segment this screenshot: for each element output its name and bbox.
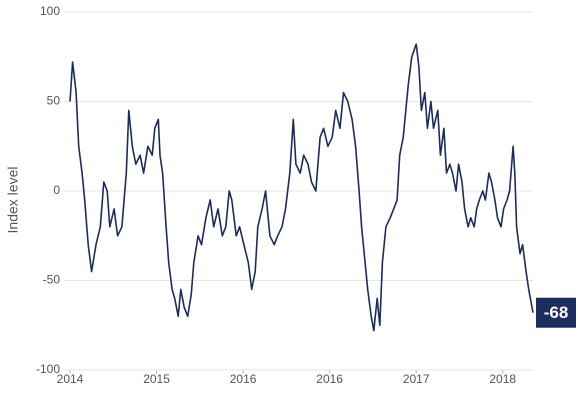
y-tick-label: -50	[43, 273, 61, 287]
y-axis-label: Index level	[5, 167, 21, 234]
line	[69, 43, 534, 332]
y-tick-label: 100	[40, 4, 60, 18]
y-tick-label: 0	[53, 183, 60, 197]
x-tick-label: 2014	[57, 372, 84, 386]
value-label: -68	[544, 303, 569, 322]
x-tick-label: 2015	[143, 372, 170, 386]
x-tick-label: 2018	[489, 372, 516, 386]
x-tick-label: 2016	[230, 372, 257, 386]
y-tick-label: 50	[47, 94, 61, 108]
x-tick-label: 2016	[316, 372, 343, 386]
y-tick-label: -100	[36, 362, 60, 376]
value-label-box	[536, 297, 576, 328]
x-tick-label: 2017	[403, 372, 430, 386]
